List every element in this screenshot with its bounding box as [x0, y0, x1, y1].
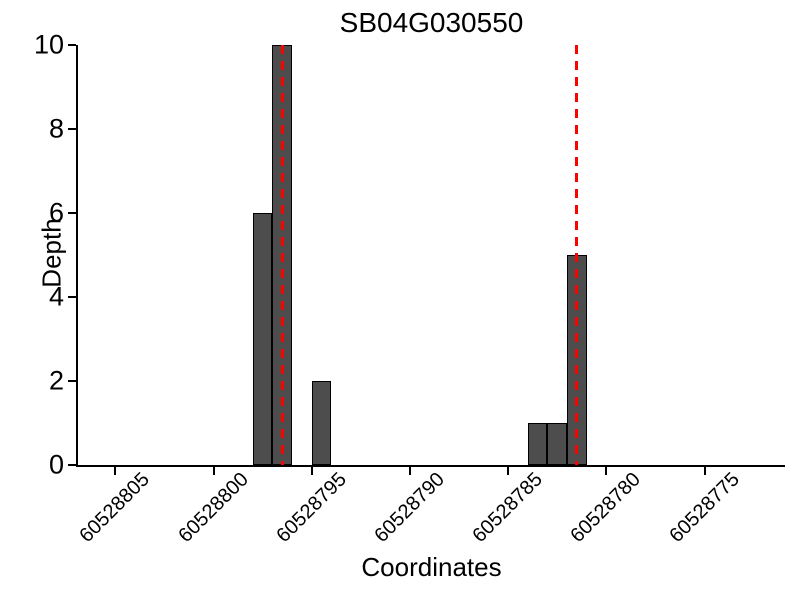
y-tick-label: 0: [48, 449, 64, 480]
y-tick-mark: [68, 44, 76, 46]
x-axis-label: Coordinates: [361, 552, 502, 582]
y-tick-label: 8: [48, 113, 64, 144]
marker-vline: [280, 45, 284, 465]
y-tick-label: 4: [48, 281, 64, 312]
x-tick-mark: [310, 467, 313, 475]
y-tick-mark: [68, 128, 76, 130]
chart-title: SB04G030550: [339, 7, 524, 38]
plot-area: [76, 45, 785, 467]
x-tick-label: 60528805: [75, 468, 155, 547]
x-tick-label: 60528795: [272, 468, 351, 547]
y-tick-label: 2: [48, 365, 64, 396]
x-tick-label: 60528780: [566, 468, 646, 547]
x-tick-mark: [212, 467, 215, 475]
x-tick-label: 60528775: [664, 468, 744, 547]
x-tick-mark: [507, 467, 510, 475]
y-axis-label: Depth: [36, 218, 67, 288]
y-tick-mark: [68, 464, 76, 466]
x-tick-label: 60528790: [370, 468, 449, 547]
x-tick-mark: [703, 467, 706, 475]
y-tick-label: 6: [48, 197, 64, 228]
y-tick-mark: [68, 380, 76, 382]
depth-bar: [311, 381, 332, 465]
y-tick-mark: [68, 296, 76, 298]
depth-bar: [547, 423, 567, 465]
x-tick-mark: [114, 467, 117, 475]
depth-bar: [527, 423, 548, 465]
marker-vline: [575, 45, 579, 465]
x-tick-label: 60528800: [173, 468, 253, 547]
x-tick-mark: [605, 467, 608, 475]
x-tick-mark: [408, 467, 411, 475]
depth-bar: [252, 213, 273, 465]
x-tick-label: 60528785: [468, 468, 547, 547]
y-tick-label: 10: [33, 29, 64, 60]
y-tick-mark: [68, 212, 76, 214]
